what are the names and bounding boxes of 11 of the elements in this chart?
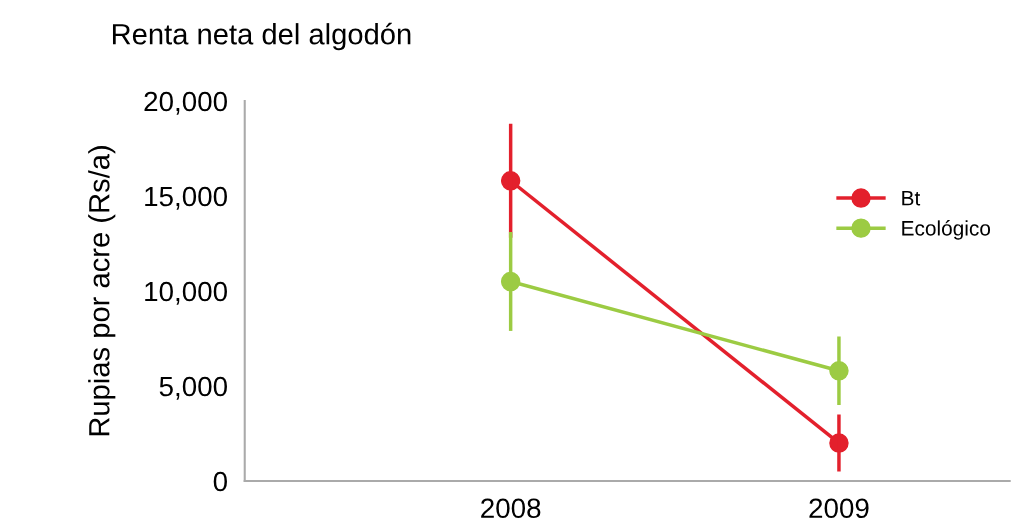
x-tick-label: 2009 xyxy=(809,498,869,519)
y-axis-title: Rupias por acre (Rs/a) xyxy=(88,146,116,436)
x-tick-label: 2008 xyxy=(481,498,541,519)
y-tick-label: 20,000 xyxy=(144,91,227,115)
y-tick-label: 5,000 xyxy=(159,376,227,400)
y-tick-label: 10,000 xyxy=(145,281,227,305)
chart-title: Renta neta del algodón xyxy=(112,22,411,51)
y-tick-label: 0 xyxy=(213,471,227,492)
legend-label: Bt xyxy=(902,191,921,206)
legend-label: Ecológico xyxy=(902,220,991,240)
y-tick-label: 15,000 xyxy=(145,186,227,210)
